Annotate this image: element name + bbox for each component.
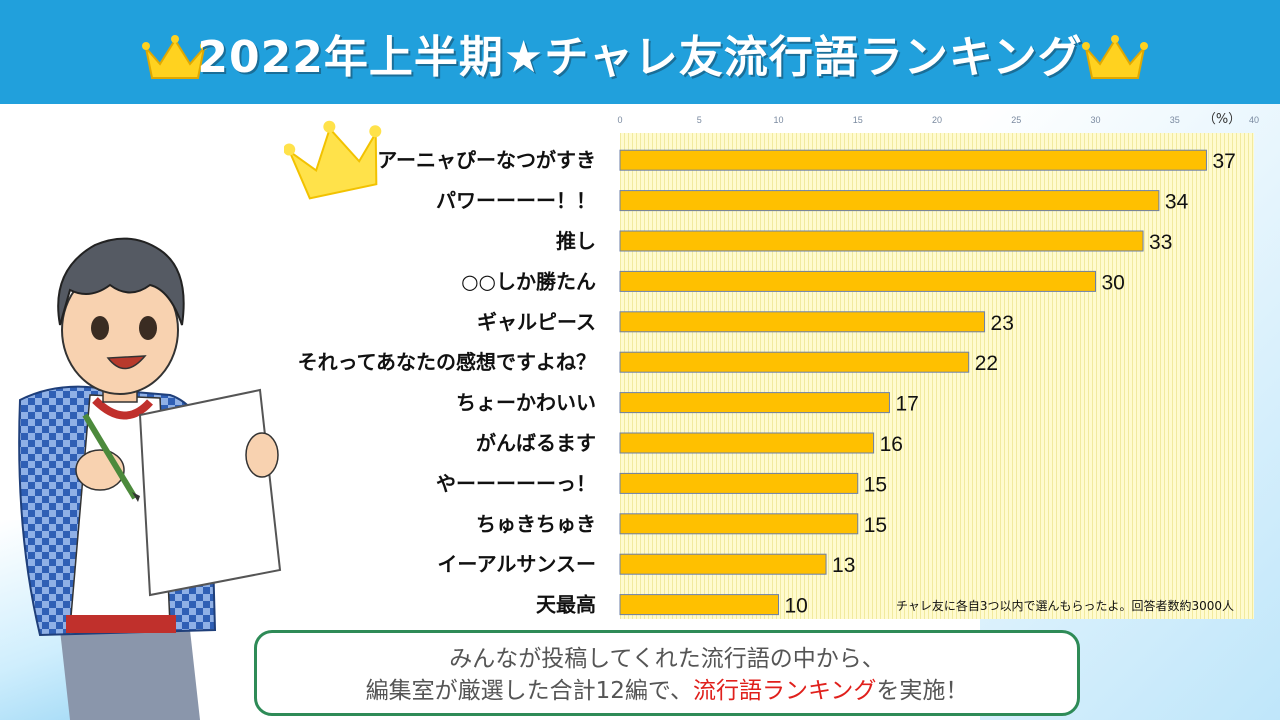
x-tick-label: 30 (1090, 115, 1100, 125)
callout-line-2-prefix: 編集室が厳選した合計12編で、 (365, 678, 694, 704)
crown-icon (142, 35, 208, 79)
bar (619, 553, 827, 575)
crown-icon (1082, 35, 1148, 79)
data-label: 34 (1165, 191, 1189, 214)
callout-line-2-suffix: を実施！ (876, 678, 969, 704)
data-label: 13 (832, 554, 855, 577)
chart-plot-area (620, 133, 1254, 619)
bar (619, 472, 859, 494)
category-label: それってあなたの感想ですよね？ (298, 350, 596, 374)
x-tick-label: 5 (697, 115, 702, 125)
x-tick-label: 20 (932, 115, 942, 125)
category-label: ちゅきちゅき (476, 512, 596, 536)
chart-note: チャレ友に各自3つ以内で選んもらったよ。回答者数約3000人 (896, 598, 1234, 613)
bar (619, 149, 1207, 171)
crown-icon (284, 120, 382, 200)
callout-line-2: 編集室が厳選した合計12編で、流行語ランキングを実施！ (257, 675, 1077, 707)
bar (619, 351, 970, 373)
category-label: やーーーーーっ！ (436, 471, 596, 495)
data-label: 15 (864, 514, 887, 537)
description-callout: みんなが投稿してくれた流行語の中から、 編集室が厳選した合計12編で、流行語ラン… (254, 630, 1080, 716)
bar (619, 230, 1144, 252)
data-label: 30 (1102, 271, 1125, 294)
x-tick-label: 0 (617, 115, 622, 125)
category-label: ギャルピース (477, 310, 596, 334)
bar (619, 432, 875, 454)
x-tick-label: 15 (853, 115, 863, 125)
unit-label: （%） (1203, 112, 1241, 127)
category-label: がんばるます (476, 431, 596, 455)
category-label: 天最高 (536, 593, 596, 617)
bar (619, 270, 1096, 292)
data-label: 33 (1149, 231, 1172, 254)
x-tick-label: 25 (1011, 115, 1021, 125)
callout-highlight: 流行語ランキング (693, 678, 877, 704)
bar (619, 190, 1160, 212)
bar (619, 392, 890, 414)
x-tick-label: 40 (1249, 115, 1259, 125)
data-label: 22 (975, 352, 998, 375)
category-label: イーアルサンスー (437, 552, 596, 576)
x-tick-label: 35 (1170, 115, 1180, 125)
page-title: 2022年上半期★チャレ友流行語ランキング (197, 32, 1083, 83)
category-label: パワーーーー！！ (436, 189, 596, 213)
category-label: 推し (556, 229, 596, 253)
bar (619, 311, 986, 333)
category-label: アーニャぴーなつがすき (377, 148, 596, 172)
callout-line-1: みんなが投稿してくれた流行語の中から、 (449, 646, 885, 672)
data-label: 10 (785, 595, 808, 618)
data-label: 23 (991, 312, 1014, 335)
data-label: 16 (880, 433, 903, 456)
bar (619, 513, 859, 535)
data-label: 15 (864, 473, 887, 496)
category-label: ちょーかわいい (456, 391, 596, 415)
header-banner: 2022年上半期★チャレ友流行語ランキング (0, 0, 1280, 104)
category-label: ○○しか勝たん (461, 269, 596, 293)
data-label: 17 (895, 393, 918, 416)
bar (619, 594, 779, 616)
x-tick-label: 10 (773, 115, 783, 125)
data-label: 37 (1212, 150, 1235, 173)
character-illustration (18, 237, 282, 720)
